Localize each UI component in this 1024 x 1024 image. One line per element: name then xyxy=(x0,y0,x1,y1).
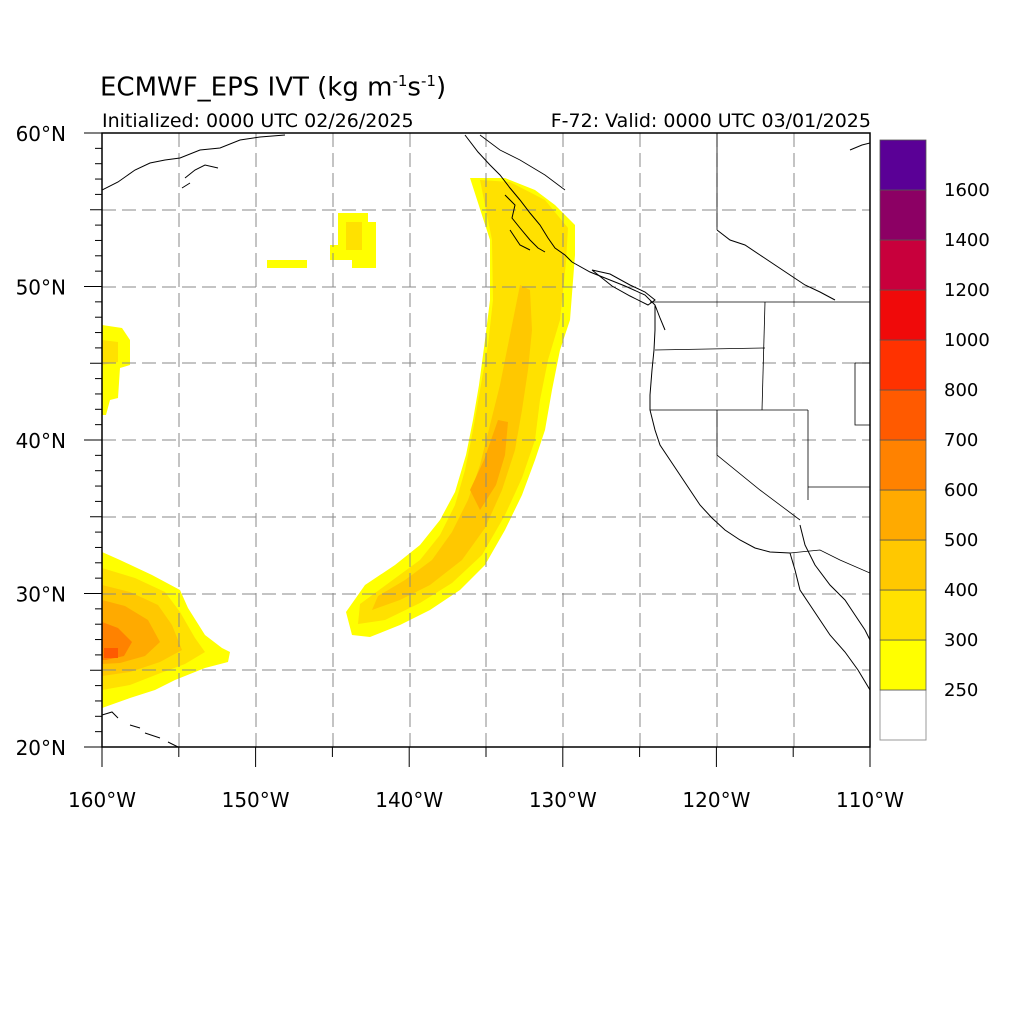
ivt-patch-strip xyxy=(267,260,307,268)
colorbar-segment xyxy=(879,589,927,641)
lon-label: 140°W xyxy=(375,788,443,812)
ivt-patch-west-inner xyxy=(102,340,118,365)
coast-canada-inland xyxy=(716,229,836,301)
colorbar-label: 400 xyxy=(944,580,978,601)
lon-label: 160°W xyxy=(68,788,136,812)
colorbar-segment xyxy=(879,489,927,541)
lon-label: 110°W xyxy=(836,788,904,812)
lat-label: 30°N xyxy=(16,583,66,607)
colorbar-label: 1600 xyxy=(944,180,990,201)
border-wa-or xyxy=(654,347,766,351)
border-alaska-panhandle xyxy=(479,134,566,191)
coast-gulf-california xyxy=(799,524,870,641)
lat-label: 50°N xyxy=(16,276,66,300)
border-ca-nv xyxy=(716,410,801,521)
colorbar-label: 1200 xyxy=(944,280,990,301)
ivt-shading xyxy=(102,178,575,708)
colorbar-label: 250 xyxy=(944,680,978,701)
colorbar-label: 700 xyxy=(944,430,978,451)
map-title: ECMWF_EPS IVT (kg m-1s-1) xyxy=(100,72,447,103)
colorbar-label: 800 xyxy=(944,380,978,401)
ivt-500-core xyxy=(470,420,508,510)
coastlines xyxy=(102,134,870,747)
colorbar-segment xyxy=(879,439,927,491)
colorbar-segment xyxy=(879,339,927,391)
colorbar-label: 300 xyxy=(944,630,978,651)
axis-labels: 160°W 150°W 140°W 130°W 120°W 110°W 60°N 50°N 40… xyxy=(16,122,905,812)
colorbar-segment xyxy=(879,139,927,191)
ivt-300-plume xyxy=(358,180,568,624)
lat-label: 40°N xyxy=(16,429,66,453)
colorbar-label: 500 xyxy=(944,530,978,551)
initialized-time: Initialized: 0000 UTC 02/26/2025 xyxy=(102,110,414,132)
ivt-700-hawaii xyxy=(104,648,118,658)
coast-alaska-panhandle xyxy=(464,134,573,263)
colorbar-segment-below xyxy=(879,689,927,741)
border-us-mexico xyxy=(789,549,870,574)
colorbar-segment xyxy=(879,539,927,591)
colorbar-segment xyxy=(879,389,927,441)
colorbar-segment xyxy=(879,239,927,291)
ivt-colorbar: 250 300 400 500 600 700 800 1000 1200 1400 1600 xyxy=(879,139,990,741)
political-borders xyxy=(479,133,870,574)
border-or-id xyxy=(761,301,766,411)
coast-hawaii xyxy=(102,711,179,747)
ivt-patch-west xyxy=(102,325,130,415)
colorbar-label: 1000 xyxy=(944,330,990,351)
ivt-patch-gulf-inner xyxy=(346,222,362,250)
colorbar-segment xyxy=(879,639,927,691)
coast-vancouver-island xyxy=(591,269,656,306)
coast-bc-washington xyxy=(571,261,666,331)
coast-baja xyxy=(789,552,870,691)
coast-islands-bc xyxy=(504,194,546,253)
lon-label: 150°W xyxy=(222,788,290,812)
colorbar-segment xyxy=(879,289,927,341)
coast-aleutians-right xyxy=(849,142,870,151)
valid-time: F-72: Valid: 0000 UTC 03/01/2025 xyxy=(550,110,871,132)
lon-label: 130°W xyxy=(529,788,597,812)
coast-us-west xyxy=(649,305,791,554)
axis-ticks xyxy=(84,132,871,767)
lat-label: 20°N xyxy=(16,736,66,760)
coast-alaska xyxy=(102,134,286,191)
lat-label: 60°N xyxy=(16,122,66,146)
border-wyoming xyxy=(854,362,870,426)
colorbar-label: 600 xyxy=(944,480,978,501)
coast-alaska-islands xyxy=(181,164,219,189)
colorbar-label: 1400 xyxy=(944,230,990,251)
colorbar-segment xyxy=(879,189,927,241)
lon-label: 120°W xyxy=(682,788,750,812)
